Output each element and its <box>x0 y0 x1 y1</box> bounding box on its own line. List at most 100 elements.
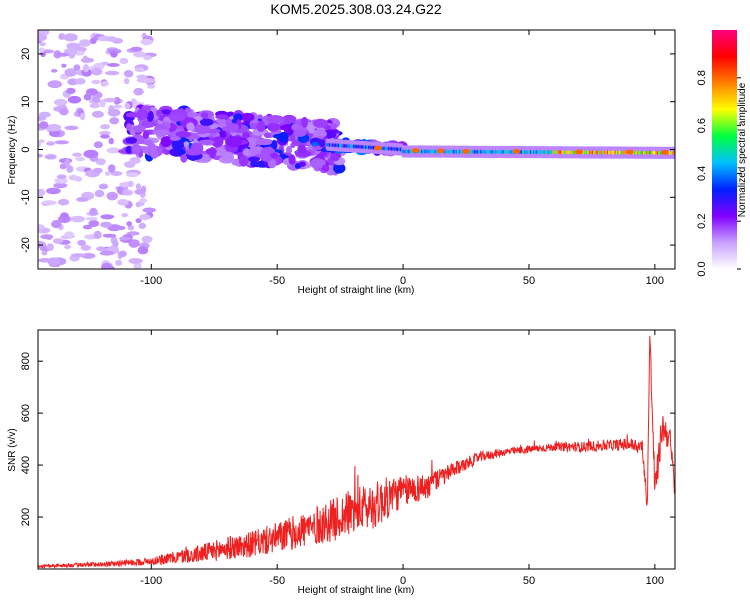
spectrogram-cell <box>64 244 71 250</box>
spectrogram-cell <box>133 87 144 96</box>
spectrogram-cell <box>73 64 81 71</box>
spectrogram-cell <box>147 143 158 154</box>
spectrogram-cell <box>222 151 234 163</box>
spectrogram-cell <box>156 109 163 117</box>
spectrogram-cell <box>38 188 46 197</box>
spectrogram-cell <box>52 238 64 245</box>
spectrogram-cell <box>82 64 90 73</box>
spectrogram-cell <box>256 121 266 132</box>
y-tick-label: 800 <box>20 352 32 370</box>
spectrogram-cell <box>91 110 104 118</box>
spectrogram-cell <box>46 123 62 132</box>
spectrogram-cell <box>139 198 148 203</box>
spectrogram-cell <box>311 141 320 147</box>
spectrogram-cell <box>270 152 278 159</box>
spectrogram-cell <box>93 141 103 149</box>
spectrogram-cell <box>139 214 151 221</box>
spectrogram-cell <box>278 131 288 143</box>
spectrogram-cell <box>281 114 297 125</box>
spectrogram-cell <box>126 221 132 227</box>
spectrogram-cell <box>39 111 51 118</box>
spectrogram-cell <box>100 214 115 220</box>
spectrogram-cell <box>54 140 69 145</box>
x-tick-label: 100 <box>646 575 664 587</box>
spectrogram-cell <box>147 84 156 89</box>
spectrogram-cell <box>141 120 156 128</box>
spectrogram-cell <box>289 134 296 142</box>
spectrogram-cell <box>135 218 142 224</box>
spectrogram-cell <box>66 42 81 50</box>
spectrogram-cell <box>140 38 153 46</box>
spectrogram-cell <box>512 149 521 154</box>
spectrogram-cell <box>130 46 143 52</box>
bottom-x-axis-label: Height of straight line (km) <box>298 585 415 596</box>
spectrogram-cell <box>137 246 149 255</box>
spectrogram-cell <box>40 234 54 240</box>
y-tick-label: 20 <box>20 48 32 60</box>
spectrogram-cell <box>259 151 274 162</box>
spectrogram-cell <box>255 138 274 145</box>
spectrogram-cell <box>77 239 86 246</box>
spectrogram-cell <box>82 224 93 230</box>
spectrogram-cell <box>249 122 258 130</box>
x-tick-label: 50 <box>523 575 535 587</box>
spectrogram-cell <box>93 230 102 239</box>
spectrogram-cell <box>124 103 131 110</box>
spectrogram-cell <box>411 148 420 153</box>
spectrogram-cell <box>142 130 150 139</box>
spectrogram-data <box>38 30 675 269</box>
spectrogram-cell <box>107 108 121 117</box>
spectrogram-cell <box>127 225 135 231</box>
spectrogram-cell <box>107 164 116 173</box>
spectrogram-cell <box>238 155 249 167</box>
spectrogram-cell <box>142 207 156 213</box>
spectrogram-cell <box>575 149 584 155</box>
spectrogram-cell <box>54 177 68 184</box>
top-x-axis: -100 -50 0 50 100 <box>140 30 664 287</box>
spectrogram-cell <box>233 113 243 122</box>
spectrogram-cell <box>64 48 78 56</box>
spectrogram-cell <box>138 222 147 229</box>
spectrogram-cell <box>39 47 45 53</box>
colorbar-gradient <box>712 30 737 269</box>
spectrogram-cell <box>125 146 133 154</box>
spectrogram-cell <box>125 172 139 178</box>
spectrogram-cell <box>102 233 117 238</box>
y-tick-label: 200 <box>20 508 32 526</box>
spectrogram-cell <box>104 70 120 76</box>
colorbar-label: Normalized spectral amplitude <box>737 82 748 217</box>
spectrogram-cell <box>75 156 86 162</box>
colorbar-tick-label: 0.6 <box>696 118 708 133</box>
spectrogram-cell <box>125 137 138 144</box>
spectrogram-cell <box>186 122 195 131</box>
spectrogram-cell <box>128 258 143 264</box>
snr-frame <box>37 329 676 570</box>
snr-panel: -100 -50 0 50 100 200 400 600 800 Height of str… <box>7 329 676 596</box>
spectrogram-cell <box>317 128 323 136</box>
spectrogram-cell <box>106 147 121 154</box>
spectrogram-cell <box>136 77 152 83</box>
spectrogram-cell <box>60 212 69 220</box>
spectrogram-cell <box>625 149 634 155</box>
spectrogram-cell <box>98 183 109 190</box>
spectrogram-cell <box>83 149 99 159</box>
spectrogram-cell <box>38 33 48 42</box>
spectrogram-cell <box>39 42 46 47</box>
spectrogram-cell <box>190 142 204 154</box>
spectrogram-cell <box>38 139 45 144</box>
snr-line <box>38 335 675 569</box>
spectrogram-cell <box>91 67 103 76</box>
spectrogram-cell <box>136 109 149 120</box>
spectrogram-cell <box>208 147 216 159</box>
spectrogram-cell <box>288 154 296 165</box>
x-tick-label: -100 <box>140 575 162 587</box>
spectrogram-cell <box>240 112 255 122</box>
spectrogram-cell <box>47 80 63 89</box>
spectrogram-cell <box>54 98 68 106</box>
chart-title: KOM5.2025.308.03.24.G22 <box>270 1 441 17</box>
spectrogram-cell <box>94 189 105 198</box>
spectrogram-cell <box>46 141 55 146</box>
spectrogram-cell <box>70 253 86 258</box>
x-tick-label: -50 <box>269 575 285 587</box>
